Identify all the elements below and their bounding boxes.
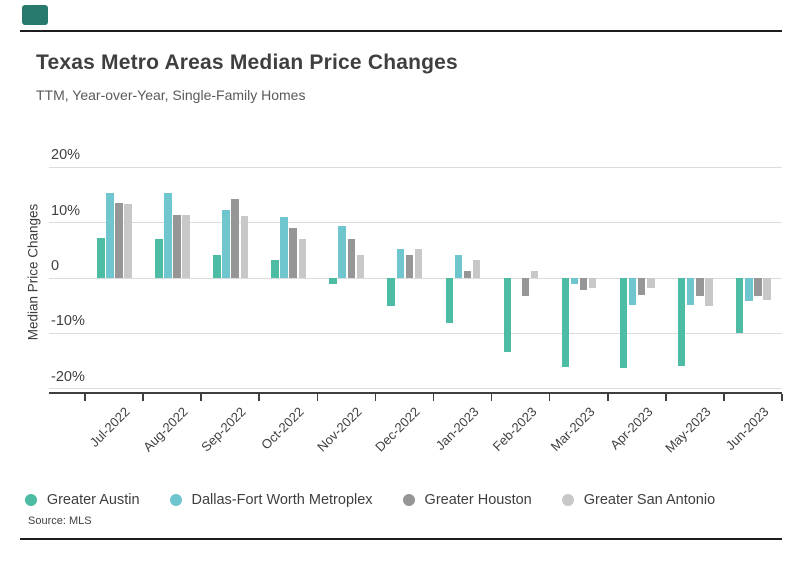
bar-greater-houston-jun-2023 <box>754 278 762 297</box>
bar-dallas-fort-worth-metroplex-jun-2023 <box>745 278 753 301</box>
x-axis-tick <box>374 393 377 401</box>
gridline <box>49 166 782 168</box>
bar-greater-austin-feb-2023 <box>503 278 512 352</box>
bar-greater-austin-dec-2022 <box>387 278 395 307</box>
gridline <box>49 277 782 279</box>
bar-greater-houston-mar-2023 <box>579 278 588 290</box>
x-axis-tick <box>490 393 493 401</box>
x-axis-tick <box>142 393 144 401</box>
legend-item-greater-austin: Greater Austin <box>24 492 140 508</box>
x-axis-tick <box>258 393 261 401</box>
chart-title: Texas Metro Areas Median Price Changes <box>36 51 458 74</box>
bar-greater-houston-aug-2022 <box>173 215 181 278</box>
bar-greater-san-antonio-nov-2022 <box>356 255 365 278</box>
bar-greater-austin-jan-2023 <box>445 278 454 324</box>
legend-label: Greater San Antonio <box>583 492 716 508</box>
bar-greater-san-antonio-may-2023 <box>705 278 713 306</box>
x-axis-tick <box>316 393 319 401</box>
legend-dot-icon <box>169 494 182 506</box>
legend-item-greater-houston: Greater Houston <box>402 492 532 508</box>
bar-dallas-fort-worth-metroplex-oct-2022 <box>280 216 288 278</box>
bar-greater-san-antonio-aug-2022 <box>182 215 190 278</box>
chart-subtitle: TTM, Year-over-Year, Single-Family Homes <box>36 87 306 103</box>
bar-greater-houston-apr-2023 <box>637 278 646 295</box>
top-divider <box>20 30 782 32</box>
legend: Greater Austin Dallas-Fort Worth Metrople… <box>0 492 740 508</box>
bar-greater-austin-sep-2022 <box>213 254 221 278</box>
bar-greater-houston-sep-2022 <box>231 198 239 278</box>
x-axis-tick <box>781 393 783 401</box>
bar-greater-austin-oct-2022 <box>271 260 279 278</box>
legend-item-dallas-fort-worth-metroplex: Dallas-Fort Worth Metroplex <box>169 492 373 508</box>
x-axis-tick <box>200 393 202 401</box>
bar-greater-houston-jan-2023 <box>463 270 472 278</box>
legend-dot-icon <box>24 494 37 506</box>
bar-greater-austin-mar-2023 <box>561 278 570 368</box>
x-axis-tick <box>84 393 86 401</box>
y-tick-label: 10% <box>51 202 81 219</box>
x-axis-tick <box>548 393 551 401</box>
bar-greater-san-antonio-feb-2023 <box>530 271 539 278</box>
legend-dot-icon <box>561 494 574 506</box>
bar-dallas-fort-worth-metroplex-nov-2022 <box>338 226 346 278</box>
x-axis-tick <box>606 393 609 401</box>
bar-dallas-fort-worth-metroplex-aug-2022 <box>164 192 172 278</box>
bar-greater-houston-jul-2022 <box>115 203 123 278</box>
legend-label: Greater Houston <box>424 492 532 508</box>
bar-greater-houston-feb-2023 <box>521 278 530 296</box>
bar-dallas-fort-worth-metroplex-apr-2023 <box>628 278 637 305</box>
bar-greater-houston-may-2023 <box>696 278 704 297</box>
legend-dot-icon <box>402 494 415 506</box>
x-axis-tick <box>432 393 435 401</box>
bar-greater-san-antonio-apr-2023 <box>647 278 655 288</box>
y-tick-label: 20% <box>51 147 81 164</box>
bar-greater-houston-dec-2022 <box>405 255 414 278</box>
bar-greater-houston-oct-2022 <box>289 227 297 278</box>
bar-greater-san-antonio-mar-2023 <box>588 278 597 288</box>
bar-greater-austin-apr-2023 <box>619 278 628 368</box>
bar-dallas-fort-worth-metroplex-mar-2023 <box>570 278 579 285</box>
source-note: Source: MLS <box>28 515 92 527</box>
legend-item-greater-san-antonio: Greater San Antonio <box>561 492 716 508</box>
bar-greater-san-antonio-jul-2022 <box>124 204 132 278</box>
legend-label: Dallas-Fort Worth Metroplex <box>191 492 373 508</box>
bar-dallas-fort-worth-metroplex-dec-2022 <box>396 249 405 278</box>
gridline <box>49 388 782 390</box>
y-tick-label: -20% <box>51 368 85 385</box>
bar-greater-austin-nov-2022 <box>329 278 337 285</box>
gridline <box>49 222 782 224</box>
bar-greater-austin-jun-2023 <box>735 278 744 333</box>
y-tick-label: 0 <box>51 258 60 274</box>
x-axis-line <box>49 391 782 394</box>
bar-greater-houston-nov-2022 <box>347 238 356 278</box>
y-tick-label: -10% <box>51 313 85 330</box>
gridline <box>49 332 782 334</box>
bar-dallas-fort-worth-metroplex-jan-2023 <box>454 254 463 278</box>
bar-greater-san-antonio-dec-2022 <box>414 249 423 278</box>
corner-logo-mark <box>22 5 48 25</box>
x-axis-tick <box>723 393 725 401</box>
bar-dallas-fort-worth-metroplex-sep-2022 <box>222 210 230 278</box>
bar-greater-san-antonio-oct-2022 <box>298 238 307 278</box>
x-axis-tick <box>665 393 667 401</box>
bar-greater-san-antonio-jan-2023 <box>472 260 481 278</box>
bar-greater-austin-may-2023 <box>677 278 686 367</box>
bar-dallas-fort-worth-metroplex-may-2023 <box>686 278 695 305</box>
bar-greater-austin-aug-2022 <box>155 238 163 278</box>
bottom-divider <box>20 538 782 540</box>
legend-label: Greater Austin <box>46 492 140 508</box>
bar-greater-san-antonio-jun-2023 <box>763 278 771 300</box>
bar-greater-san-antonio-sep-2022 <box>240 215 248 278</box>
bar-greater-austin-jul-2022 <box>97 238 105 278</box>
bar-dallas-fort-worth-metroplex-jul-2022 <box>106 192 114 278</box>
